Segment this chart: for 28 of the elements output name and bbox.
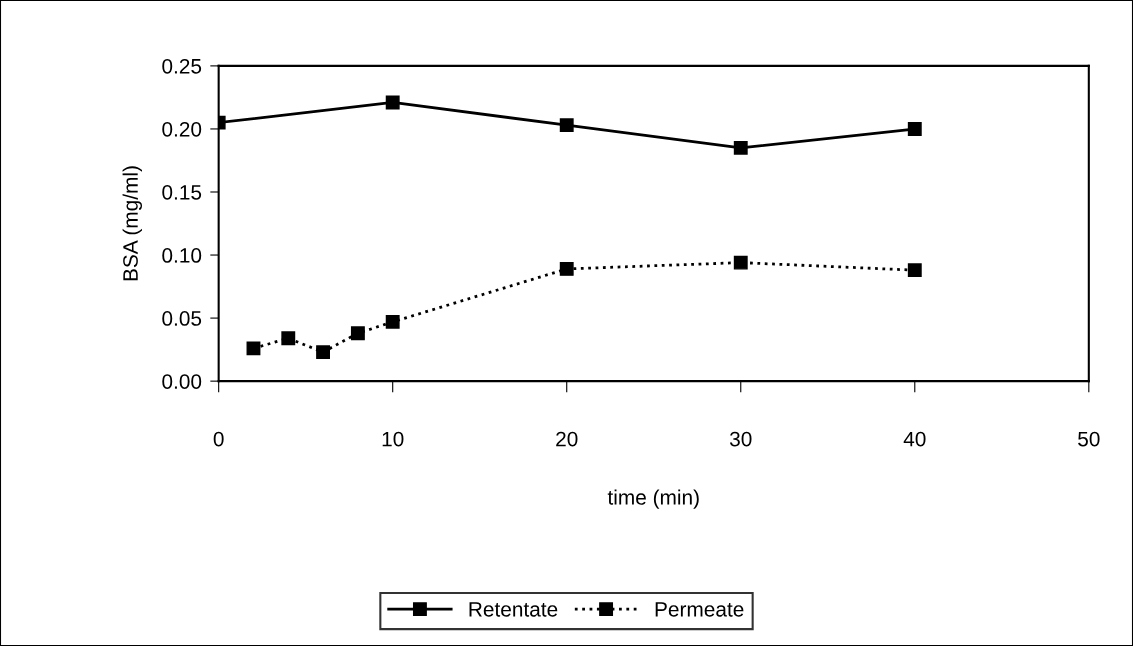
point bbox=[907, 121, 922, 136]
x-tick-label: 10 bbox=[382, 431, 404, 447]
x-tick-label: 0 bbox=[213, 431, 224, 447]
legend-label: Permeate bbox=[655, 602, 744, 617]
point bbox=[559, 118, 574, 133]
y-axis-title: BSA (mg/ml) bbox=[122, 166, 143, 281]
x-tick-label: 20 bbox=[556, 431, 578, 447]
y-tick-label: 0.20 bbox=[162, 121, 202, 137]
y-tick-label: 0.15 bbox=[162, 184, 202, 200]
point bbox=[281, 331, 296, 346]
y-tick-label: 0.05 bbox=[162, 311, 202, 326]
point bbox=[316, 345, 331, 360]
point bbox=[733, 140, 748, 155]
x-tick-label: 30 bbox=[729, 431, 752, 447]
point bbox=[385, 314, 400, 329]
point bbox=[385, 95, 400, 110]
y-tick-label: 0.25 bbox=[162, 58, 202, 74]
y-tick-label: 0.10 bbox=[162, 248, 202, 263]
x-axis-title: time (min) bbox=[607, 489, 699, 509]
point bbox=[907, 263, 922, 278]
legend-label: Retentate bbox=[469, 602, 558, 617]
x-tick-label: 40 bbox=[903, 431, 926, 447]
y-tick-label: 0.00 bbox=[162, 374, 202, 389]
point bbox=[350, 326, 365, 341]
point bbox=[246, 341, 261, 356]
point bbox=[733, 255, 748, 270]
x-tick-label: 50 bbox=[1078, 431, 1100, 447]
point bbox=[559, 261, 574, 276]
